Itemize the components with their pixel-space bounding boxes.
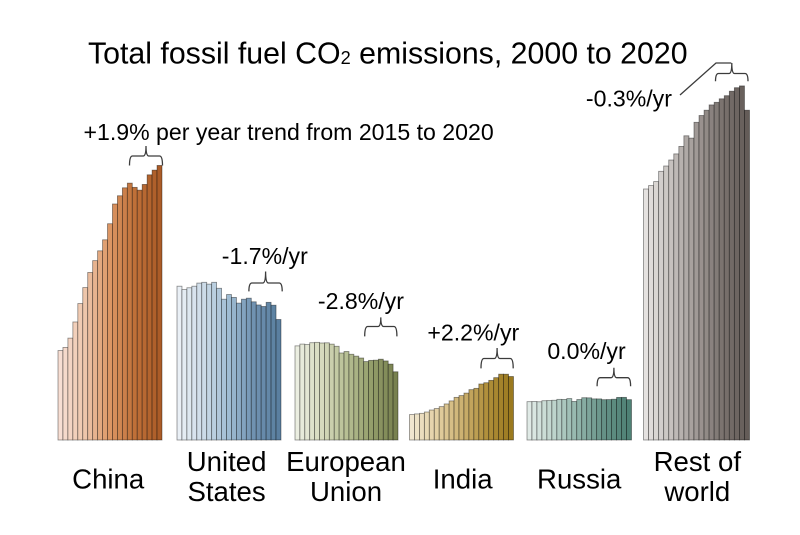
svg-text:Union: Union: [310, 476, 382, 507]
svg-text:United: United: [187, 446, 267, 477]
svg-text:India: India: [433, 463, 493, 494]
svg-text:-1.7%/yr: -1.7%/yr: [222, 243, 308, 269]
svg-text:States: States: [187, 476, 265, 507]
svg-text:Rest of: Rest of: [654, 446, 742, 477]
svg-text:China: China: [72, 463, 145, 494]
svg-text:-2.8%/yr: -2.8%/yr: [318, 288, 404, 314]
svg-text:-0.3%/yr: -0.3%/yr: [586, 86, 672, 112]
svg-text:world: world: [663, 476, 730, 507]
svg-text:0.0%/yr: 0.0%/yr: [547, 338, 626, 364]
svg-text:Russia: Russia: [537, 463, 622, 494]
svg-text:+1.9% per year trend from 2015: +1.9% per year trend from 2015 to 2020: [84, 119, 494, 145]
svg-text:+2.2%/yr: +2.2%/yr: [427, 320, 519, 346]
svg-text:European: European: [286, 446, 406, 477]
svg-text:Total fossil fuel CO2 emission: Total fossil fuel CO2 emissions, 2000 to…: [88, 37, 688, 70]
